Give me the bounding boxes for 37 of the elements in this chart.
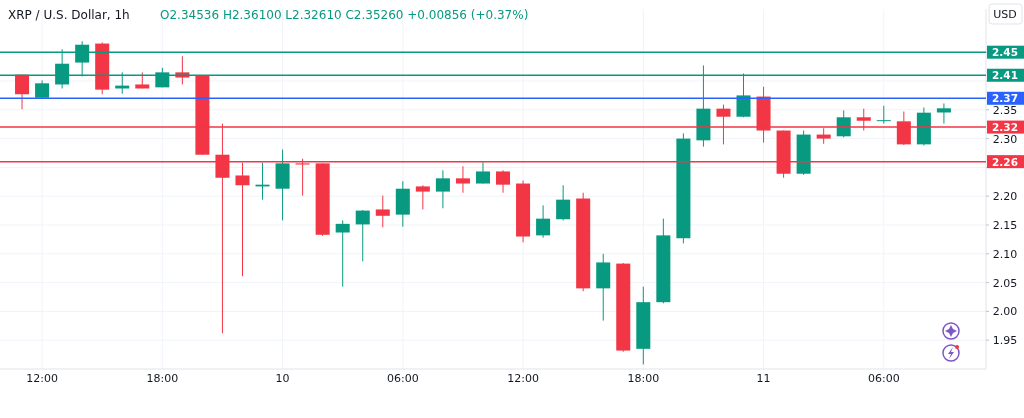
x-tick-label: 18:00	[146, 372, 179, 385]
chart-title: XRP / U.S. Dollar, 1h	[8, 8, 130, 22]
ref-line-label: 2.32	[992, 121, 1018, 134]
candlestick	[536, 204, 551, 239]
x-tick-label: 12:00	[26, 372, 58, 385]
candlestick	[335, 219, 350, 288]
y-tick-label: 2.20	[992, 190, 1018, 204]
ref-line-label: 2.45	[992, 46, 1018, 59]
x-tick-label: 06:00	[867, 372, 900, 385]
ref-line-label: 2.41	[992, 69, 1018, 82]
y-tick-label: 2.15	[992, 219, 1018, 232]
candlestick	[375, 195, 390, 228]
candlestick	[355, 209, 370, 262]
candlestick	[496, 169, 511, 194]
y-tick-label: 2.35	[992, 103, 1018, 117]
y-tick-label: 1.95	[992, 334, 1018, 348]
candlestick	[435, 169, 450, 209]
y-tick-label: 2.05	[992, 276, 1018, 290]
x-tick-label: 06:00	[386, 372, 419, 385]
x-tick-label: 18:00	[627, 372, 660, 385]
y-tick-label: 2.00	[992, 305, 1018, 319]
candlestick	[936, 102, 951, 125]
x-tick-label: 11	[756, 372, 771, 385]
chart-subtitle: O2.34536 H2.36100 L2.32610 C2.35260 +0.00856 (+0.37%)	[160, 8, 529, 22]
text: USD	[993, 8, 1017, 21]
candlestick	[876, 105, 891, 125]
y-tick-label: 2.10	[992, 247, 1018, 261]
candlestick	[556, 184, 571, 221]
x-tick-label: 12:00	[507, 372, 539, 385]
candlestick	[415, 184, 430, 210]
candlestick	[455, 165, 470, 194]
ref-line-label: 2.26	[992, 155, 1018, 168]
candlestick	[475, 161, 490, 185]
ref-line-label: 2.37	[992, 92, 1018, 105]
candlestick	[15, 74, 30, 110]
x-tick-label: 10	[275, 372, 290, 385]
y-tick-label: 2.30	[992, 132, 1018, 146]
